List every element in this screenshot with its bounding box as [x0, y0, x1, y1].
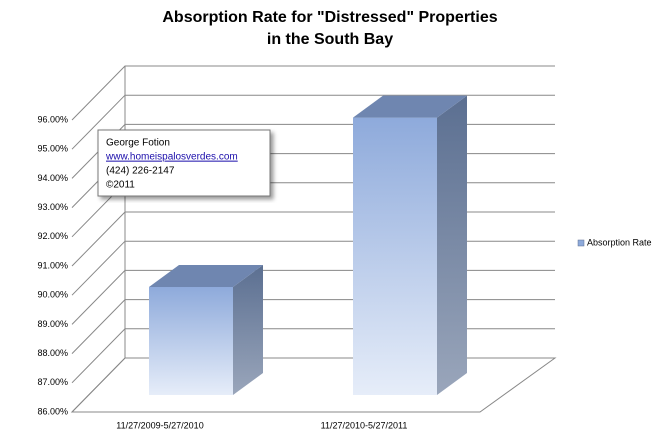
legend-swatch [577, 239, 585, 247]
grid-line [71, 269, 555, 325]
y-tick-label: 95.00% [37, 144, 68, 154]
annotation: ©2011 [106, 180, 135, 191]
annotation-box [97, 129, 271, 197]
y-tick-label: 94.00% [37, 173, 68, 183]
grid-line [71, 328, 555, 384]
y-tick-label: 89.00% [37, 319, 68, 329]
floor [70, 357, 557, 413]
grid-line [71, 65, 555, 121]
grid-line [71, 299, 555, 354]
legend-label: Absorption Rate [587, 237, 652, 247]
annotation-link[interactable]: www.homeispalosverdes.com [105, 152, 238, 163]
y-tick-label: 92.00% [37, 231, 68, 241]
chart-title: in the South Bay [267, 31, 393, 48]
y-tick-label: 90.00% [37, 290, 68, 300]
annotation: (424) 226-2147 [106, 166, 175, 177]
grid-line [71, 240, 555, 296]
bar-top [149, 264, 263, 287]
bar [149, 286, 233, 395]
y-tick-label: 93.00% [37, 202, 68, 212]
x-tick-label: 11/27/2009-5/27/2010 [116, 420, 203, 430]
chart-title: Absorption Rate for "Distressed" Propert… [162, 9, 497, 26]
grid-line [71, 357, 555, 413]
y-tick-label: 96.00% [37, 114, 68, 124]
x-tick-label: 11/27/2010-5/27/2011 [321, 420, 408, 430]
bar-side [233, 264, 263, 395]
grid-line [71, 211, 555, 267]
y-tick-label: 86.00% [37, 406, 68, 416]
annotation: George Fotion [106, 138, 170, 149]
y-tick-label: 87.00% [37, 377, 68, 387]
bar-side [437, 95, 467, 395]
bar [353, 117, 437, 395]
bar-top [353, 95, 467, 118]
y-tick-label: 88.00% [37, 348, 68, 358]
y-tick-label: 91.00% [37, 260, 68, 270]
